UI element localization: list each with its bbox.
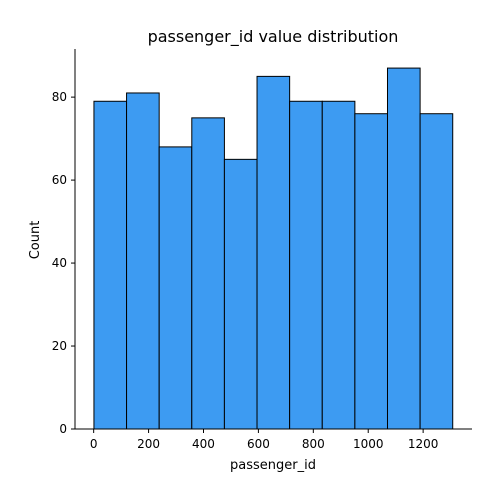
histogram-bar — [191, 117, 225, 430]
histogram-bar — [386, 67, 421, 430]
histogram-bar — [419, 113, 454, 430]
histogram-bar — [289, 100, 323, 430]
histogram-bar — [158, 146, 193, 430]
x-tick-label: 0 — [90, 437, 98, 451]
y-tick-label: 0 — [59, 422, 67, 436]
x-tick-label: 1000 — [353, 437, 384, 451]
y-tick-label: 20 — [52, 339, 67, 353]
y-axis-label: Count — [28, 221, 43, 260]
x-tick-label: 600 — [247, 437, 270, 451]
x-tick-label: 200 — [137, 437, 160, 451]
histogram-bar — [223, 158, 258, 430]
bars-group — [93, 67, 454, 430]
x-tick-label: 1200 — [408, 437, 439, 451]
histogram-bar — [126, 92, 160, 430]
histogram-bar — [321, 100, 356, 430]
chart-title: passenger_id value distribution — [148, 27, 399, 47]
y-tick-label: 80 — [52, 90, 67, 104]
y-tick-label: 40 — [52, 256, 67, 270]
axes-group: 0 200 400 600 800 1000 1200 0 20 40 60 80 — [52, 49, 472, 451]
x-axis-label: passenger_id — [230, 458, 316, 473]
y-tick-label: 60 — [52, 173, 67, 187]
histogram-bar — [93, 100, 128, 430]
x-tick-label: 800 — [302, 437, 325, 451]
histogram-bar — [354, 113, 388, 430]
x-tick-label: 400 — [192, 437, 215, 451]
histogram-bar — [256, 75, 291, 430]
